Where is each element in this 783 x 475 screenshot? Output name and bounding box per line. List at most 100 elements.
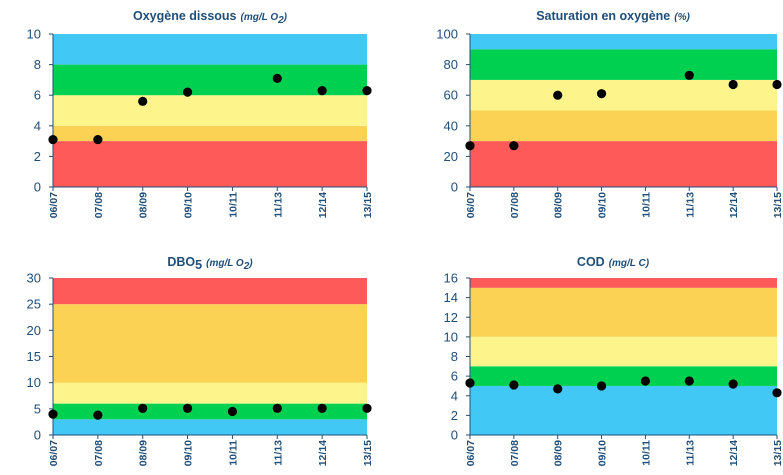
quality-band-yellow xyxy=(470,79,777,111)
quality-band-green xyxy=(53,64,367,96)
data-point xyxy=(138,96,148,106)
x-tick-label: 11/13 xyxy=(684,192,696,218)
quality-band-yellow xyxy=(53,95,367,126)
data-point xyxy=(684,376,694,386)
y-tick-label: 8 xyxy=(451,349,458,364)
data-point xyxy=(93,134,103,145)
x-tick-label: 11/13 xyxy=(272,440,284,466)
y-tick-label: 2 xyxy=(34,149,41,164)
y-tick-label: 0 xyxy=(451,180,458,195)
data-point xyxy=(272,73,282,83)
quality-band-red xyxy=(53,278,367,305)
x-tick-label: 09/10 xyxy=(183,192,195,218)
y-tick-label: 4 xyxy=(34,118,41,133)
data-point xyxy=(48,134,58,145)
chart-title-main: Saturation en oxygène xyxy=(536,9,670,23)
y-tick-label: 30 xyxy=(27,271,41,286)
y-tick-label: 40 xyxy=(444,118,458,133)
y-tick-label: 6 xyxy=(34,88,41,103)
data-point xyxy=(182,87,193,97)
quality-band-orange xyxy=(470,110,777,142)
x-tick-label: 09/10 xyxy=(597,440,609,466)
x-tick-label: 10/11 xyxy=(227,440,239,466)
data-point xyxy=(728,79,738,90)
data-point xyxy=(317,86,327,96)
chart-title-subscript: 5 xyxy=(195,258,202,272)
x-tick-label: 13/15 xyxy=(362,440,374,466)
quality-band-red xyxy=(53,141,367,187)
data-point xyxy=(553,384,563,394)
x-tick-label: 10/11 xyxy=(227,192,239,218)
y-tick-label: 10 xyxy=(27,27,41,42)
data-point xyxy=(93,410,103,420)
data-point xyxy=(684,70,694,80)
chart-title-main: DBO xyxy=(167,255,195,269)
x-tick-label: 12/14 xyxy=(317,192,329,218)
x-tick-label: 10/11 xyxy=(640,192,652,218)
chart-title-unit-subscript: 2 xyxy=(277,15,284,26)
quality-band-blue xyxy=(53,419,367,435)
x-tick-label: 12/14 xyxy=(317,440,329,466)
data-point xyxy=(227,406,238,417)
data-point xyxy=(640,376,651,386)
quality-band-yellow xyxy=(470,336,777,367)
x-tick-label: 07/08 xyxy=(93,192,105,218)
x-tick-label: 12/14 xyxy=(728,192,740,218)
y-tick-label: 5 xyxy=(34,401,41,416)
quality-band-green xyxy=(470,49,777,80)
x-tick-label: 06/07 xyxy=(465,440,477,466)
data-point xyxy=(138,403,148,413)
y-tick-label: 2 xyxy=(451,408,458,423)
data-point xyxy=(596,89,607,99)
data-point xyxy=(362,403,372,413)
x-tick-label: 08/09 xyxy=(553,192,565,218)
quality-band-red xyxy=(470,278,777,288)
quality-band-blue xyxy=(53,34,367,65)
y-tick-label: 16 xyxy=(444,271,458,286)
x-tick-label: 08/09 xyxy=(553,440,565,466)
y-tick-label: 60 xyxy=(444,88,458,103)
y-tick-label: 4 xyxy=(451,388,458,403)
x-tick-label: 09/10 xyxy=(183,440,195,466)
x-tick-label: 10/11 xyxy=(640,440,652,466)
quality-band-yellow xyxy=(53,382,367,404)
quality-band-orange xyxy=(53,125,367,142)
chart-title: COD (mg/L C) xyxy=(577,255,650,269)
x-tick-label: 13/15 xyxy=(362,192,374,218)
chart-title-main: Oxygène dissous xyxy=(133,9,237,23)
data-point xyxy=(553,90,563,100)
y-tick-label: 20 xyxy=(27,323,41,338)
data-point xyxy=(48,409,58,419)
x-tick-label: 08/09 xyxy=(138,192,150,218)
x-tick-label: 07/08 xyxy=(93,440,105,466)
quality-band-orange xyxy=(53,304,367,383)
chart-title-unit: (mg/L O xyxy=(241,12,279,23)
data-point xyxy=(772,388,782,398)
data-point xyxy=(272,403,282,413)
data-point xyxy=(772,79,782,90)
data-point xyxy=(465,141,475,151)
chart-title-main: COD xyxy=(577,255,605,269)
chart-title-unit-end: ) xyxy=(248,258,253,269)
chart-4: 0 2 4 6 8 10 12 14 16 06/07 07/08 08/09 09/10 10/11 11… xyxy=(444,255,783,466)
y-tick-label: 0 xyxy=(34,180,41,195)
x-tick-label: 09/10 xyxy=(597,192,609,218)
quality-band-green xyxy=(53,403,367,420)
chart-title: DBO5 (mg/L O2) xyxy=(167,255,253,272)
chart-title-unit: (%) xyxy=(674,12,690,23)
x-tick-label: 13/15 xyxy=(772,440,783,466)
data-point xyxy=(465,378,475,388)
y-tick-label: 8 xyxy=(34,57,41,72)
y-tick-label: 25 xyxy=(27,297,41,312)
chart-title-unit: (mg/L O xyxy=(206,258,244,269)
chart-title-unit: (mg/L C) xyxy=(609,258,650,269)
x-tick-label: 12/14 xyxy=(728,440,740,466)
y-tick-label: 14 xyxy=(444,290,458,305)
x-tick-label: 06/07 xyxy=(465,192,477,218)
y-tick-label: 12 xyxy=(444,310,458,325)
x-tick-label: 11/13 xyxy=(272,192,284,218)
x-tick-label: 13/15 xyxy=(772,192,783,218)
quality-band-red xyxy=(470,141,777,187)
x-tick-label: 07/08 xyxy=(509,440,521,466)
